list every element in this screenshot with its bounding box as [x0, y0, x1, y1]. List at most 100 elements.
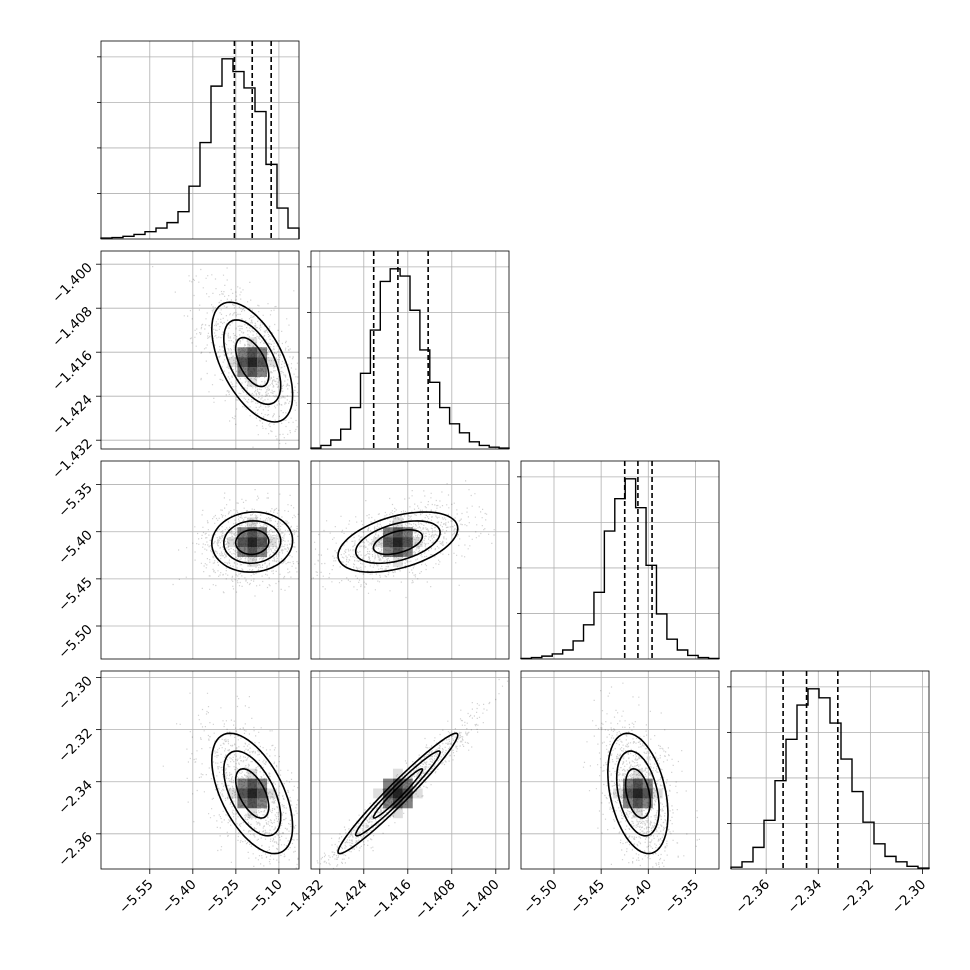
- density-cell: [412, 537, 423, 548]
- density-cell: [383, 798, 393, 809]
- panel-frame: [310, 250, 510, 450]
- x-tick-label: −5.35: [662, 877, 703, 918]
- density-cell: [642, 778, 653, 789]
- contour-line: [372, 768, 424, 819]
- histogram-step: [520, 478, 720, 660]
- density-cell: [247, 778, 258, 789]
- density-cell: [257, 347, 268, 358]
- density-cell: [642, 798, 653, 809]
- panel-frame: [730, 670, 930, 870]
- density-cell: [623, 778, 633, 789]
- panel-background: [311, 671, 509, 869]
- x-tick-label: −2.36: [732, 877, 773, 918]
- panel-background: [101, 41, 299, 239]
- x-tick-label: −5.55: [116, 877, 157, 918]
- density-cell: [247, 788, 258, 799]
- contour-line: [222, 520, 282, 565]
- y-tick-label: −1.432: [49, 436, 96, 483]
- density-cell: [267, 788, 277, 799]
- density-cell: [257, 367, 268, 377]
- y-tick-label: −5.40: [55, 527, 96, 568]
- density-cell: [267, 357, 277, 368]
- density-cell: [632, 788, 643, 799]
- panel-2-0: [100, 460, 300, 660]
- histogram-step: [730, 688, 930, 869]
- panel-3-0: [100, 670, 300, 870]
- panel-frame: [100, 460, 300, 660]
- density-cell: [267, 537, 277, 548]
- density-cell: [383, 778, 393, 789]
- x-tick-label: −2.34: [785, 877, 826, 918]
- panel-2-2: [517, 460, 720, 660]
- density-cell: [257, 788, 268, 799]
- density-cell: [402, 778, 413, 789]
- y-tick-label: −2.34: [55, 777, 96, 818]
- density-cell: [257, 798, 268, 809]
- density-cell: [237, 347, 248, 358]
- x-tick-label: −1.400: [456, 877, 503, 924]
- panel-3-2: [520, 670, 720, 870]
- scatter-points: [172, 489, 299, 597]
- histogram-step: [310, 268, 510, 449]
- density-cell: [237, 537, 248, 548]
- panel-3-1: [310, 670, 510, 870]
- density-cell: [247, 798, 258, 809]
- contour-line: [210, 732, 294, 855]
- density-cell: [392, 547, 403, 557]
- density-cell: [227, 537, 238, 548]
- contour-line: [222, 319, 282, 406]
- x-tick-label: −5.40: [615, 877, 656, 918]
- density-cell: [237, 357, 248, 368]
- panel-0-0: [97, 40, 300, 240]
- density-cell: [227, 357, 238, 368]
- x-tick-label: −5.45: [567, 877, 608, 918]
- contour-line: [354, 520, 441, 565]
- density-cell: [257, 357, 268, 368]
- density-cell: [392, 537, 403, 548]
- density-cell: [632, 808, 643, 819]
- histogram-step: [100, 58, 300, 239]
- density-cell: [247, 347, 258, 358]
- density-cell: [402, 547, 413, 557]
- contour-line: [372, 529, 424, 556]
- panel-frame: [100, 250, 300, 450]
- density-cell: [373, 537, 384, 548]
- panel-3-3: [727, 670, 930, 870]
- density-cell: [227, 788, 238, 799]
- density-cell: [392, 517, 403, 528]
- density-cell: [237, 778, 248, 789]
- density-cell: [383, 527, 393, 538]
- contour-line: [337, 732, 459, 855]
- contour-line: [234, 767, 270, 819]
- contour-line: [337, 511, 459, 574]
- contour-line: [234, 336, 270, 388]
- panel-1-1: [307, 250, 510, 450]
- panel-background: [521, 461, 719, 659]
- y-tick-label: −1.408: [49, 304, 96, 351]
- y-tick-label: −5.45: [55, 574, 96, 615]
- y-tick-label: −1.416: [49, 348, 96, 395]
- panel-background: [101, 251, 299, 449]
- density-cell: [257, 537, 268, 548]
- contour-line: [606, 732, 669, 855]
- density-cell: [257, 778, 268, 789]
- density-cell: [623, 788, 633, 799]
- panel-frame: [100, 40, 300, 240]
- density-cell: [383, 537, 393, 548]
- density-cell: [402, 527, 413, 538]
- density-cell: [632, 768, 643, 779]
- panel-frame: [520, 670, 720, 870]
- panel-frame: [310, 670, 510, 870]
- density-cell: [373, 788, 384, 799]
- density-cell: [623, 798, 633, 809]
- y-tick-label: −5.35: [55, 480, 96, 521]
- contour-line: [354, 750, 441, 837]
- x-tick-label: −5.25: [202, 877, 243, 918]
- y-tick-label: −2.36: [55, 829, 96, 870]
- contour-line: [210, 511, 294, 573]
- density-cell: [402, 798, 413, 809]
- contour-line: [615, 750, 660, 837]
- panel-frame: [100, 670, 300, 870]
- density-cell: [383, 547, 393, 557]
